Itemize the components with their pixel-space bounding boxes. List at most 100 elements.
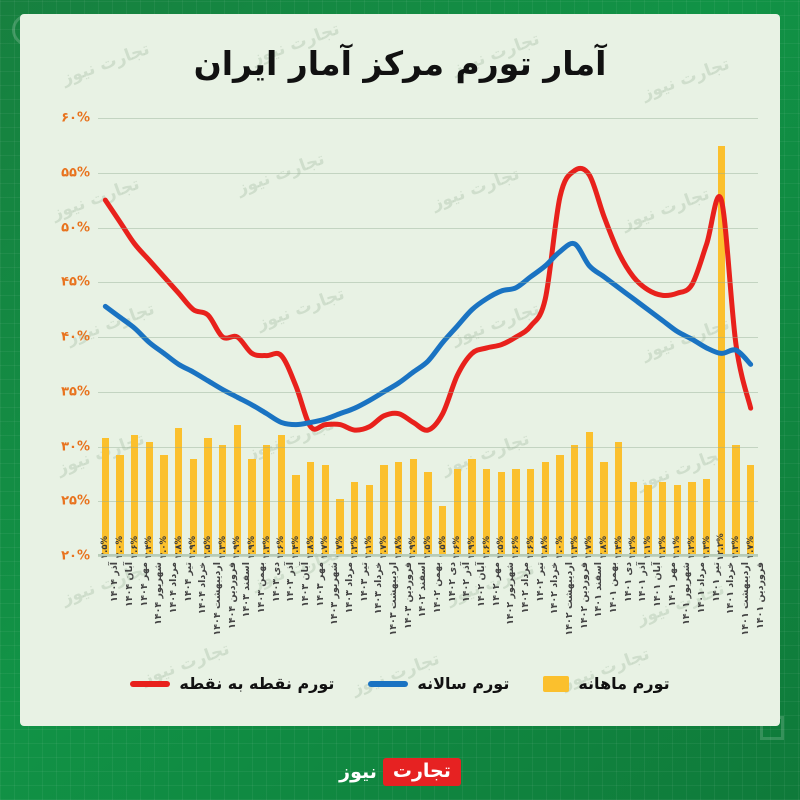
x-axis-tick-label: آبان ۱۴۰۳ — [300, 562, 311, 608]
chart-card: تجارت نیوز تجارت نیوز تجارت نیوز تجارت نیوز… — [20, 14, 780, 726]
x-axis-tick-label: فروردین ۱۴۰۲ — [578, 562, 590, 630]
bar: ۲.۹% — [188, 458, 198, 558]
x-axis-tick-label: مهر ۱۴۰۲ — [490, 562, 502, 607]
legend-swatch — [543, 675, 570, 692]
legend-label: تورم نقطه به نقطه — [179, 674, 335, 693]
x-axis-tick-label: آذر ۱۴۰۲ — [461, 562, 473, 603]
x-axis-tick-label: تیر ۱۴۰۳ — [358, 562, 370, 602]
x-axis-tick-label: شهریور ۱۴۰۲ — [505, 562, 517, 626]
x-axis-tick-label: اردیبهشت ۱۴۰۱ — [740, 562, 751, 636]
x-axis-tick-label: اسفند ۱۴۰۳ — [241, 562, 253, 618]
bar: ۳.۹% — [232, 424, 242, 558]
bar: ۲.۷% — [320, 465, 330, 558]
bar: ۱.۷% — [335, 498, 345, 558]
gridline — [98, 337, 758, 338]
x-axis-tick-label: فروردین ۱۴۰۴ — [226, 562, 238, 630]
line-series — [102, 165, 754, 433]
brand-box: تجارت — [382, 758, 461, 786]
bar: ۲.۶% — [511, 468, 521, 558]
gridline — [98, 391, 758, 393]
y-axis-tick-label: ۴۰% — [61, 329, 90, 345]
bar: ۲.۲% — [628, 482, 638, 558]
gridline — [98, 501, 758, 503]
x-axis-tick-label: فروردین ۱۴۰۱ — [754, 562, 766, 630]
line-path — [102, 165, 754, 433]
x-axis-tick-label: مرداد ۱۴۰۱ — [696, 562, 707, 614]
bar: ۲.۱% — [643, 485, 653, 558]
x-axis-tick-label: آذر ۱۴۰۳ — [285, 562, 297, 603]
y-axis-tick-label: ۵۰% — [61, 220, 90, 235]
bar: ۳.۶% — [130, 435, 140, 558]
x-axis-tick-label: خرداد ۱۴۰۳ — [373, 562, 385, 615]
legend-swatch — [368, 680, 409, 687]
gridline — [98, 118, 758, 119]
bar: ۱.۵% — [438, 505, 448, 558]
x-axis-tick-label: اسفند ۱۴۰۲ — [417, 562, 429, 618]
x-axis-tick-label: فروردین ۱۴۰۳ — [402, 562, 414, 630]
y-axis-tick-label: ۶۰% — [61, 110, 90, 126]
bar: ۳.۵% — [203, 438, 213, 558]
y-axis-tick-label: ۲۵% — [61, 493, 90, 509]
x-axis-tick-label: بهمن ۱۴۰۳ — [256, 562, 267, 614]
bar: ۳.۳% — [262, 445, 272, 558]
x-axis-tick-label: بهمن ۱۴۰۱ — [608, 562, 619, 614]
x-axis-tick-label: اردیبهشت ۱۴۰۴ — [212, 562, 223, 636]
gridline — [98, 446, 758, 448]
legend-label: تورم سالانه — [417, 674, 510, 693]
bar: ۳.۴% — [614, 441, 624, 558]
bar: ۲.۲% — [658, 482, 668, 558]
gridline — [98, 172, 758, 174]
bar: ۳.۳% — [731, 445, 741, 558]
bar: ۲.۴% — [291, 475, 301, 558]
x-axis-tick-label: مهر ۱۴۰۱ — [666, 562, 678, 607]
x-axis-tick-label: بهمن ۱۴۰۲ — [432, 562, 443, 614]
x-axis-tick-label: مرداد ۱۴۰۴ — [168, 562, 179, 614]
bar: ۲.۹% — [247, 458, 257, 558]
legend-item: تورم سالانه — [368, 674, 509, 693]
x-axis-tick-label: آبان ۱۴۰۱ — [652, 562, 663, 608]
brand-logo: تجارت نیوز — [0, 758, 800, 786]
bar: ۲.۸% — [306, 461, 316, 558]
x-axis-tick-label: شهریور ۱۴۰۴ — [153, 562, 165, 626]
bar: ۲.۹% — [408, 458, 418, 558]
bar: ۲.۶% — [482, 468, 492, 558]
x-axis-tick-label: مرداد ۱۴۰۲ — [520, 562, 531, 614]
x-axis-labels: فروردین ۱۴۰۱ اردیبهشت ۱۴۰۱ خرداد ۱۴۰۱ تیر ۱… — [98, 562, 765, 658]
x-axis-tick-label: آذر ۱۴۰۴ — [109, 562, 121, 603]
bar: ۲.۵% — [496, 471, 506, 558]
bar: ۲.۲% — [350, 482, 360, 558]
line-path — [102, 240, 754, 428]
bar: ۲.۶% — [526, 468, 536, 558]
x-axis-tick-label: اردیبهشت ۱۴۰۲ — [564, 562, 575, 636]
bar: ۳.۶% — [276, 435, 286, 558]
brand-text: نیوز — [339, 761, 377, 783]
bar: ۲.۹% — [467, 458, 477, 558]
gridline — [98, 282, 758, 284]
legend-item: تورم ماهانه — [543, 674, 670, 693]
x-axis-tick-label: مرداد ۱۴۰۳ — [344, 562, 355, 614]
y-axis-tick-label: ۳۵% — [61, 384, 90, 400]
x-axis-tick-label: آبان ۱۴۰۲ — [476, 562, 487, 608]
x-axis-tick-label: آذر ۱۴۰۱ — [637, 562, 649, 603]
bar: ۲.۷% — [379, 465, 389, 558]
bar: ۲.۸% — [394, 461, 404, 558]
bar: ۳.۷% — [584, 431, 594, 558]
bar: ۳.۳% — [570, 445, 580, 558]
x-axis-tick-label: مهر ۱۴۰۳ — [314, 562, 326, 607]
x-axis-baseline — [98, 554, 758, 556]
plot-area: ۲.۷% ۳.۳% ۱۲.۲% ۲.۳% ۲.۲% ۲.۱% ۲.۲% ۲.۱% ۲.۲% ۳.۴… — [61, 111, 758, 564]
x-axis-tick-label: دی ۱۴۰۲ — [446, 562, 458, 603]
gridline — [98, 227, 758, 229]
x-axis-tick-label: دی ۱۴۰۳ — [270, 562, 282, 603]
x-axis-tick-label: خرداد ۱۴۰۲ — [549, 562, 561, 615]
y-axis-tick-label: ۳۰% — [61, 439, 90, 454]
bar: ۲.۸% — [599, 461, 609, 558]
bar: ۳.۸% — [174, 428, 184, 558]
bar: ۳.۰% — [115, 455, 125, 558]
y-axis-tick-label: ۲۰% — [61, 548, 90, 564]
x-axis-tick-label: تیر ۱۴۰۲ — [534, 562, 546, 602]
bar: ۳.۵% — [100, 438, 110, 558]
x-axis-tick-label: دی ۱۴۰۱ — [622, 562, 634, 603]
bar: ۲.۲% — [687, 482, 697, 558]
